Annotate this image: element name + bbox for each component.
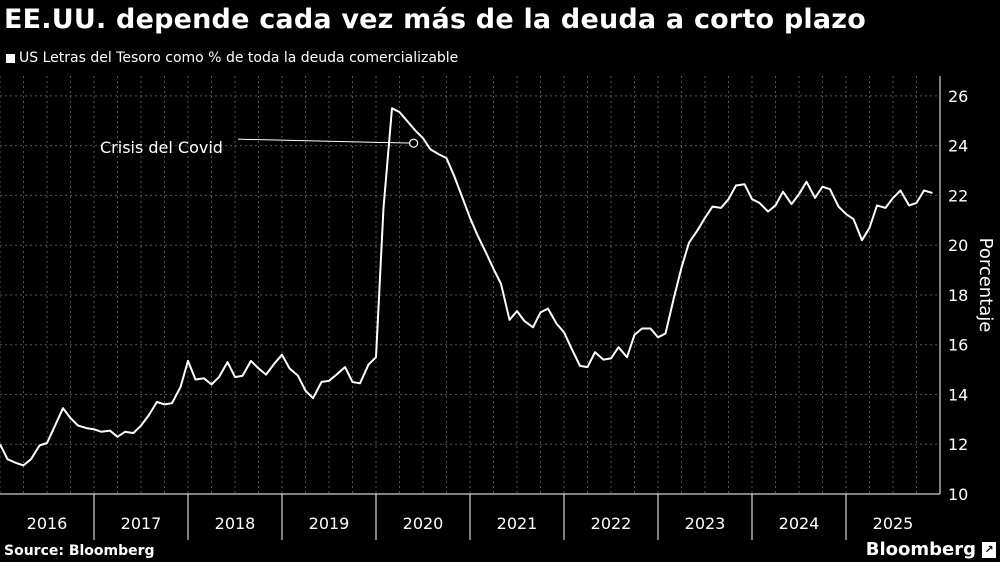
y-tick-label: 16 bbox=[948, 336, 968, 355]
x-tick-label: 2024 bbox=[779, 514, 820, 533]
y-tick-label: 22 bbox=[948, 186, 968, 205]
x-tick-label: 2025 bbox=[873, 514, 914, 533]
y-axis-label: Porcentaje bbox=[975, 238, 996, 333]
y-tick-label: 26 bbox=[948, 87, 968, 106]
x-tick-label: 2021 bbox=[497, 514, 538, 533]
x-tick-label: 2019 bbox=[309, 514, 350, 533]
x-tick-label: 2018 bbox=[215, 514, 256, 533]
chart-title: EE.UU. depende cada vez más de la deuda … bbox=[4, 4, 866, 35]
y-tick-label: 10 bbox=[948, 485, 968, 504]
annotation-leader-line bbox=[237, 138, 414, 144]
legend-swatch bbox=[6, 53, 15, 63]
brand: Bloomberg ↗ bbox=[866, 539, 996, 560]
series-layer bbox=[0, 107, 933, 467]
legend: US Letras del Tesoro como % de toda la d… bbox=[6, 50, 458, 66]
y-tick-label: 14 bbox=[948, 385, 968, 404]
series-line bbox=[0, 107, 933, 467]
legend-label: US Letras del Tesoro como % de toda la d… bbox=[19, 50, 459, 66]
annotation-marker bbox=[409, 138, 419, 148]
x-tick-label: 2016 bbox=[27, 514, 68, 533]
x-tick-label: 2022 bbox=[591, 514, 632, 533]
brand-name: Bloomberg bbox=[865, 539, 976, 560]
y-tick-label: 18 bbox=[948, 286, 968, 305]
y-tick-label: 12 bbox=[948, 435, 968, 454]
x-tick-label: 2020 bbox=[403, 514, 444, 533]
y-tick-label: 20 bbox=[948, 236, 968, 255]
x-tick-label: 2017 bbox=[121, 514, 162, 533]
annotation-label: Crisis del Covid bbox=[100, 138, 223, 157]
source-note: Source: Bloomberg bbox=[4, 543, 155, 559]
annotation-layer: Crisis del Covid bbox=[100, 138, 419, 157]
y-tick-label: 24 bbox=[948, 137, 968, 156]
x-tick-label: 2023 bbox=[685, 514, 726, 533]
bloomberg-logo-icon: ↗ bbox=[982, 541, 996, 558]
